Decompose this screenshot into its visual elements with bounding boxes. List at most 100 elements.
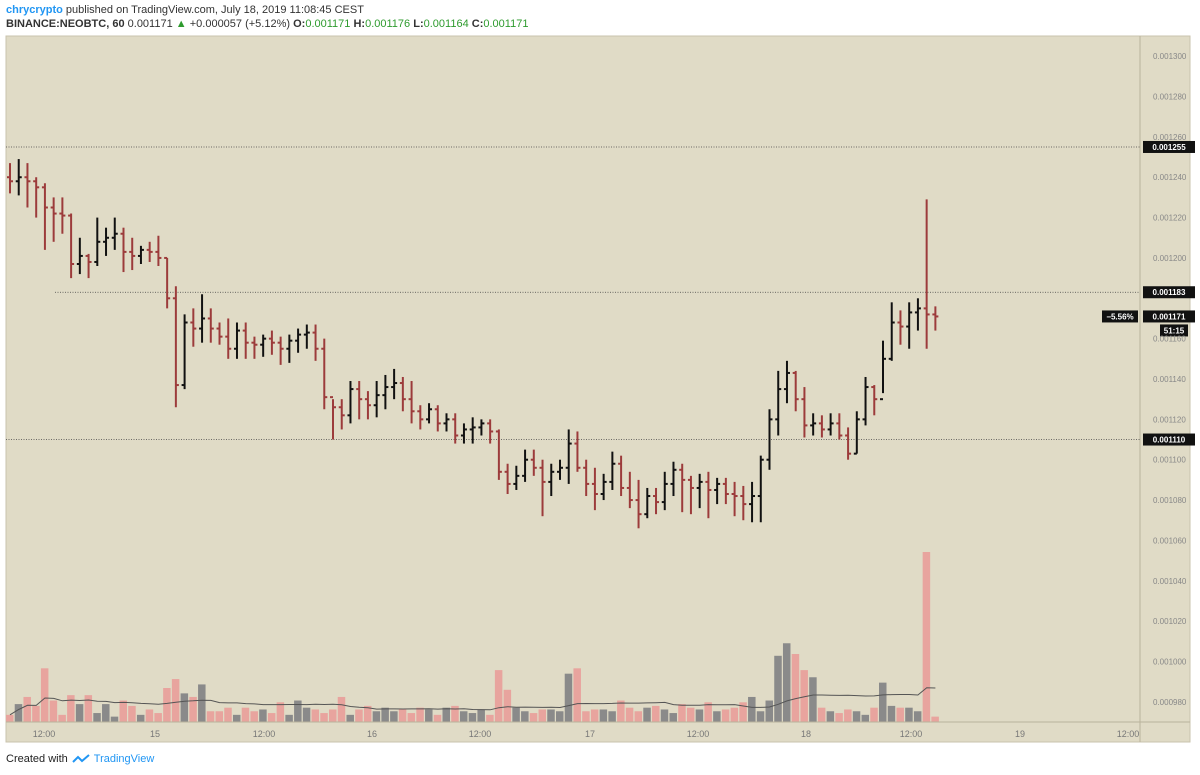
volume-bar[interactable] bbox=[433, 714, 442, 722]
volume-bar[interactable] bbox=[84, 695, 93, 722]
ohlc-bar[interactable] bbox=[417, 405, 424, 430]
volume-bar[interactable] bbox=[294, 700, 302, 722]
volume-bar[interactable] bbox=[180, 693, 189, 722]
ohlc-bar[interactable] bbox=[356, 381, 363, 420]
volume-bar[interactable] bbox=[782, 643, 791, 722]
volume-bar[interactable] bbox=[372, 711, 381, 722]
ohlc-bar[interactable] bbox=[15, 159, 22, 196]
volume-bar[interactable] bbox=[442, 707, 451, 722]
volume-bar[interactable] bbox=[590, 709, 599, 722]
ohlc-bar[interactable] bbox=[7, 163, 13, 194]
volume-bar[interactable] bbox=[198, 684, 206, 722]
ohlc-bar[interactable] bbox=[24, 163, 31, 208]
volume-bar[interactable] bbox=[503, 689, 512, 722]
ohlc-bar[interactable] bbox=[111, 217, 118, 250]
volume-bar[interactable] bbox=[617, 700, 625, 722]
volume-bar[interactable] bbox=[346, 714, 354, 722]
volume-bar[interactable] bbox=[625, 707, 634, 722]
volume-bar[interactable] bbox=[381, 707, 389, 722]
ohlc-bar[interactable] bbox=[565, 429, 572, 484]
ohlc-bar[interactable] bbox=[775, 370, 782, 436]
tradingview-brand[interactable]: TradingView bbox=[93, 753, 155, 765]
ohlc-bar[interactable] bbox=[853, 411, 860, 455]
volume-bar[interactable] bbox=[477, 709, 485, 722]
tradingview-logo-icon[interactable] bbox=[72, 754, 90, 764]
volume-bar[interactable] bbox=[852, 711, 861, 722]
ohlc-bar[interactable] bbox=[714, 477, 721, 505]
volume-bar[interactable] bbox=[573, 668, 581, 722]
volume-bar[interactable] bbox=[887, 705, 896, 722]
ohlc-bar[interactable] bbox=[653, 487, 660, 515]
volume-bar[interactable] bbox=[241, 707, 250, 722]
volume-bar[interactable] bbox=[765, 700, 774, 722]
volume-bar[interactable] bbox=[136, 714, 145, 722]
volume-bar[interactable] bbox=[398, 709, 407, 722]
volume-bar[interactable] bbox=[555, 711, 564, 722]
ohlc-bar[interactable] bbox=[914, 298, 921, 331]
ohlc-bar[interactable] bbox=[696, 473, 703, 509]
volume-bar[interactable] bbox=[608, 711, 616, 722]
ohlc-bar[interactable] bbox=[460, 423, 467, 444]
ohlc-bar[interactable] bbox=[268, 330, 275, 355]
ohlc-bar[interactable] bbox=[94, 217, 101, 267]
ohlc-bar[interactable] bbox=[644, 487, 651, 519]
ohlc-bar[interactable] bbox=[41, 183, 48, 250]
ohlc-bar[interactable] bbox=[76, 237, 83, 275]
volume-bar[interactable] bbox=[267, 713, 276, 722]
ohlc-bar[interactable] bbox=[670, 461, 677, 497]
volume-bar[interactable] bbox=[171, 679, 180, 722]
ohlc-bar[interactable] bbox=[862, 376, 869, 426]
ohlc-bar[interactable] bbox=[164, 256, 171, 309]
volume-bar[interactable] bbox=[739, 702, 747, 722]
ohlc-bar[interactable] bbox=[373, 381, 380, 418]
ohlc-bar[interactable] bbox=[443, 413, 450, 432]
volume-bar[interactable] bbox=[329, 709, 337, 722]
volume-bar[interactable] bbox=[791, 654, 800, 722]
volume-bar[interactable] bbox=[634, 711, 643, 722]
volume-bar[interactable] bbox=[337, 696, 346, 722]
plot-area[interactable] bbox=[5, 35, 1191, 743]
ohlc-bar[interactable] bbox=[330, 396, 337, 440]
volume-bar[interactable] bbox=[538, 709, 547, 722]
volume-bar[interactable] bbox=[486, 714, 494, 722]
ohlc-bar[interactable] bbox=[722, 477, 729, 505]
volume-bar[interactable] bbox=[809, 677, 817, 722]
ohlc-bar[interactable] bbox=[897, 310, 904, 345]
volume-bar[interactable] bbox=[250, 711, 258, 722]
volume-bar[interactable] bbox=[206, 711, 215, 722]
volume-bar[interactable] bbox=[913, 711, 922, 722]
ohlc-bar[interactable] bbox=[233, 322, 240, 359]
volume-bar[interactable] bbox=[547, 709, 555, 722]
ohlc-bar[interactable] bbox=[59, 197, 66, 234]
volume-bar[interactable] bbox=[695, 709, 704, 722]
volume-bar[interactable] bbox=[896, 707, 904, 722]
ohlc-bar[interactable] bbox=[574, 431, 581, 472]
ohlc-bar[interactable] bbox=[749, 481, 756, 523]
volume-bar[interactable] bbox=[110, 716, 119, 722]
volume-bar[interactable] bbox=[660, 709, 669, 722]
volume-bar[interactable] bbox=[154, 713, 162, 722]
ohlc-bar[interactable] bbox=[347, 381, 354, 424]
ohlc-bar[interactable] bbox=[513, 465, 520, 490]
ohlc-bar[interactable] bbox=[757, 455, 764, 523]
ohlc-bar[interactable] bbox=[556, 459, 563, 480]
ohlc-bar[interactable] bbox=[469, 417, 476, 444]
ohlc-bar[interactable] bbox=[129, 237, 136, 271]
ohlc-bar[interactable] bbox=[216, 322, 223, 345]
volume-bar[interactable] bbox=[686, 707, 695, 722]
volume-bar[interactable] bbox=[128, 705, 136, 722]
ohlc-bar[interactable] bbox=[548, 463, 555, 497]
ohlc-bar[interactable] bbox=[888, 302, 895, 361]
ohlc-bar[interactable] bbox=[932, 306, 939, 331]
ohlc-bar[interactable] bbox=[635, 479, 642, 529]
volume-bar[interactable] bbox=[40, 668, 49, 722]
volume-bar[interactable] bbox=[599, 709, 608, 722]
volume-bar[interactable] bbox=[320, 713, 328, 722]
ohlc-bar[interactable] bbox=[871, 385, 878, 416]
volume-bar[interactable] bbox=[285, 714, 293, 722]
ohlc-bar[interactable] bbox=[364, 391, 371, 420]
volume-bar[interactable] bbox=[311, 709, 320, 722]
ohlc-bar[interactable] bbox=[591, 467, 598, 511]
volume-bar[interactable] bbox=[93, 713, 101, 722]
